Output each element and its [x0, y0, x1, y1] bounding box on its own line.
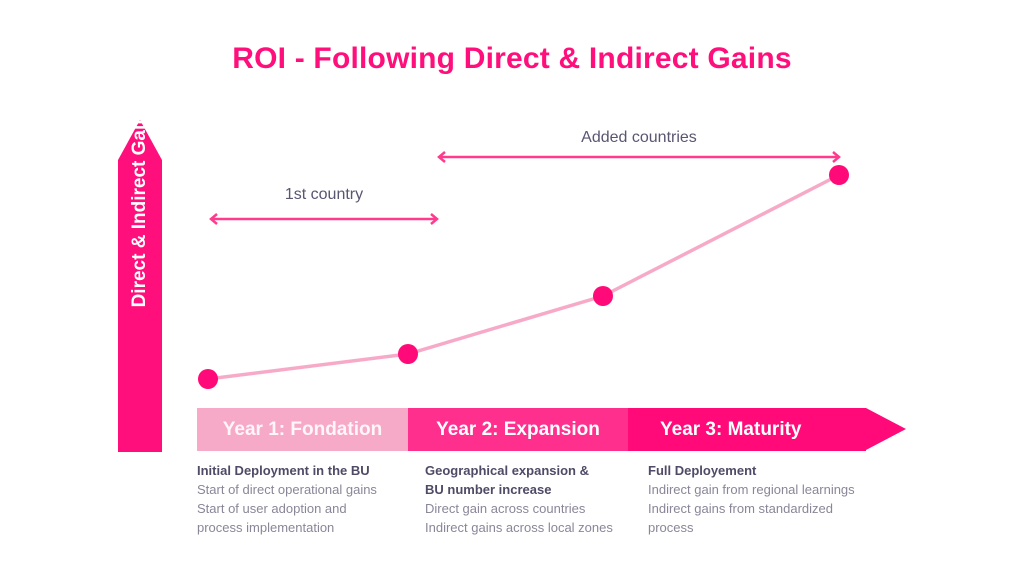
data-point — [198, 369, 218, 389]
description-year-3: Full Deployement Indirect gain from regi… — [648, 461, 855, 537]
phase-year-1: Year 1: Fondation — [197, 408, 408, 451]
range-arrow-added-countries — [437, 151, 841, 163]
gains-line — [207, 173, 840, 381]
description-heading: Full Deployement — [648, 463, 757, 478]
timeline-banner: Year 1: Fondation Year 2: Expansion Year… — [197, 408, 907, 451]
description-line: Direct gain across countries — [425, 501, 586, 516]
description-heading: Initial Deployment in the BU — [197, 463, 370, 478]
y-axis-arrow: Direct & Indirect Gains — [118, 103, 162, 452]
description-year-1: Initial Deployment in the BU Start of di… — [197, 461, 377, 537]
description-line: Start of direct operational gains — [197, 482, 377, 497]
range-arrow-first-country — [209, 213, 439, 225]
phase-year-2: Year 2: Expansion — [408, 408, 628, 451]
range-label-first-country: 1st country — [284, 186, 364, 203]
phase-year-3: Year 3: Maturity — [628, 408, 866, 451]
description-line: process implementation — [197, 520, 335, 535]
description-year-2: Geographical expansion & BU number incre… — [425, 461, 613, 537]
range-label-added-countries: Added countries — [581, 129, 697, 146]
page-title: ROI - Following Direct & Indirect Gains — [232, 42, 792, 75]
description-heading: BU number increase — [425, 482, 552, 497]
description-line: process — [648, 520, 694, 535]
data-point — [829, 165, 849, 185]
right-arrow-icon — [866, 408, 906, 450]
data-point — [398, 344, 418, 364]
description-line: Indirect gains from standardized — [648, 501, 833, 516]
description-heading: Geographical expansion & — [425, 463, 589, 478]
description-line: Indirect gain from regional learnings — [648, 482, 855, 497]
data-point — [593, 286, 613, 306]
description-line: Indirect gains across local zones — [425, 520, 613, 535]
description-line: Start of user adoption and — [197, 501, 347, 516]
up-arrow-icon — [118, 120, 162, 452]
